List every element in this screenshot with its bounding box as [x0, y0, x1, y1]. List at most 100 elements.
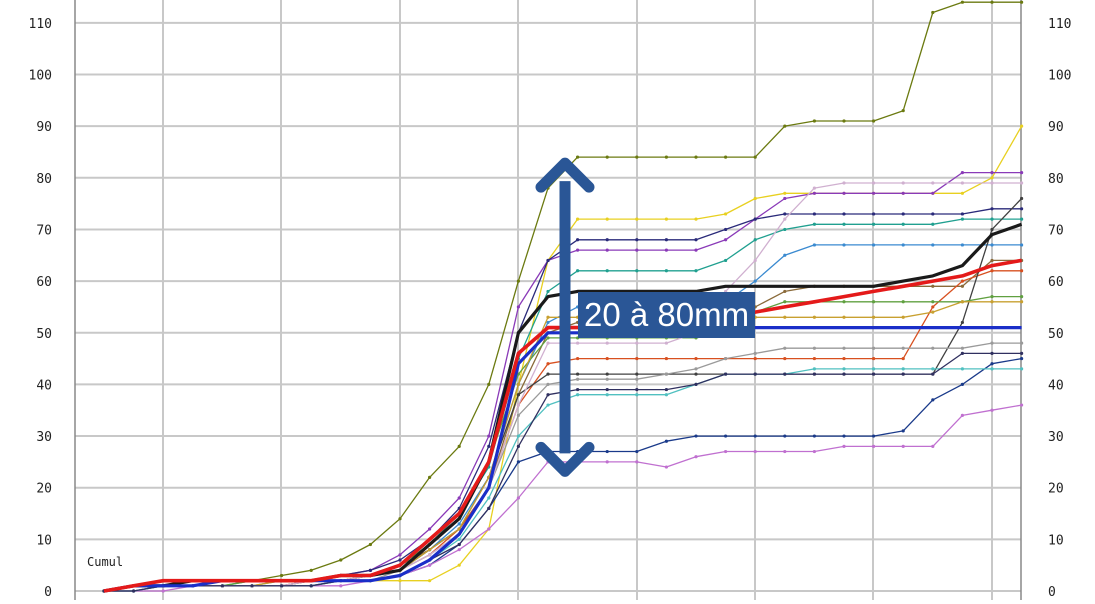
- series-point: [931, 191, 935, 195]
- series-point: [931, 367, 935, 371]
- series-point: [694, 248, 698, 252]
- series-point: [842, 356, 846, 361]
- series-point: [546, 315, 550, 319]
- series-point: [428, 548, 432, 552]
- y-tick-label-left: 100: [29, 69, 52, 84]
- series-point: [842, 346, 846, 350]
- series-point: [635, 372, 639, 376]
- series-point: [1020, 217, 1024, 221]
- series-point: [990, 176, 994, 180]
- series-point: [576, 356, 580, 361]
- series-point: [960, 171, 965, 175]
- y-tick-label-right: 60: [1048, 275, 1064, 290]
- series-point: [1020, 181, 1024, 185]
- series-point: [872, 372, 876, 376]
- arrow-head-down: [535, 441, 595, 477]
- series-point: [931, 305, 935, 309]
- series-point: [516, 413, 521, 417]
- series-point: [694, 155, 698, 159]
- series-point: [872, 191, 876, 195]
- series-point: [990, 227, 994, 232]
- series-point: [161, 589, 165, 593]
- series-point: [724, 227, 728, 232]
- series-point: [635, 449, 639, 454]
- y-tick-label-right: 30: [1048, 430, 1064, 445]
- series-point: [694, 367, 698, 371]
- series-point: [960, 300, 965, 304]
- series-point: [546, 336, 550, 340]
- series-point: [398, 579, 402, 583]
- series-point: [546, 362, 550, 366]
- series-point: [664, 248, 669, 252]
- series-point: [546, 372, 550, 376]
- series-point: [694, 372, 698, 376]
- y-tick-label-left: 90: [36, 120, 52, 135]
- series-point: [516, 305, 521, 309]
- series-point: [339, 584, 343, 588]
- series-point: [842, 212, 846, 216]
- series-point: [1020, 341, 1024, 345]
- series-point: [664, 217, 669, 221]
- series-point: [457, 563, 461, 567]
- series-point: [753, 434, 757, 438]
- series-point: [960, 0, 965, 4]
- series-point: [664, 372, 669, 376]
- y-tick-label-right: 70: [1048, 223, 1064, 238]
- series-point: [664, 393, 669, 397]
- series-point: [635, 356, 639, 361]
- series-point: [1020, 351, 1024, 356]
- y-tick-label-right: 100: [1048, 69, 1071, 84]
- series-point: [457, 542, 461, 547]
- y-tick-label-left: 110: [29, 17, 52, 32]
- series-point: [783, 124, 787, 128]
- series-point: [516, 393, 521, 397]
- series-point: [872, 243, 876, 247]
- series-point: [901, 243, 905, 247]
- y-tick-label-right: 80: [1048, 172, 1064, 187]
- series-point: [309, 568, 313, 572]
- series-point: [694, 382, 698, 386]
- series-point: [931, 10, 935, 15]
- series-point: [576, 377, 580, 381]
- series-point: [990, 243, 994, 247]
- series-point: [516, 444, 521, 448]
- series-point: [753, 217, 757, 221]
- series-point: [842, 444, 846, 448]
- series-point: [960, 279, 965, 283]
- series-point: [635, 155, 639, 159]
- arrow-head-up: [535, 157, 595, 193]
- series-point: [990, 294, 994, 299]
- series-point: [901, 356, 905, 361]
- series-point: [635, 269, 639, 273]
- series-point: [812, 346, 817, 350]
- series-point: [990, 408, 994, 412]
- series-point: [605, 356, 609, 361]
- series-point: [724, 449, 728, 454]
- series-point: [546, 320, 550, 325]
- grid: [74, 0, 1022, 600]
- series-point: [960, 212, 965, 216]
- series-point: [398, 553, 402, 557]
- series-point: [664, 238, 669, 242]
- series-point: [783, 346, 787, 350]
- series-point: [724, 238, 728, 242]
- series-point: [960, 351, 965, 356]
- series-point: [753, 356, 757, 361]
- series-point: [664, 439, 669, 443]
- series-point: [753, 196, 757, 201]
- series-point: [872, 222, 876, 226]
- series-point: [664, 387, 669, 392]
- series-point: [576, 387, 580, 392]
- series-point: [872, 434, 876, 438]
- series-point: [635, 341, 639, 345]
- series-point: [872, 315, 876, 319]
- series-point: [694, 434, 698, 438]
- series-point: [842, 372, 846, 376]
- series-point: [457, 537, 461, 541]
- series-point: [605, 377, 609, 381]
- series-point: [457, 522, 461, 526]
- series-point: [842, 222, 846, 226]
- series-point: [487, 444, 491, 448]
- y-tick-label-right: 0: [1048, 585, 1056, 600]
